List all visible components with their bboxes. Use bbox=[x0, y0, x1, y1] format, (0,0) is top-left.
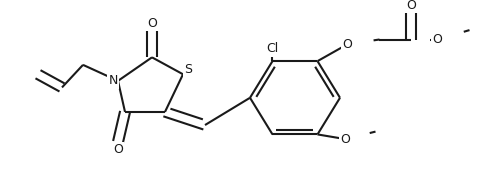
Text: N: N bbox=[108, 74, 118, 87]
Text: O: O bbox=[113, 143, 122, 156]
Text: O: O bbox=[340, 133, 350, 146]
Text: O: O bbox=[147, 17, 157, 30]
Text: S: S bbox=[183, 63, 192, 76]
Text: O: O bbox=[342, 38, 352, 51]
Text: O: O bbox=[432, 33, 441, 46]
Text: O: O bbox=[406, 0, 416, 12]
Text: Cl: Cl bbox=[266, 42, 278, 55]
